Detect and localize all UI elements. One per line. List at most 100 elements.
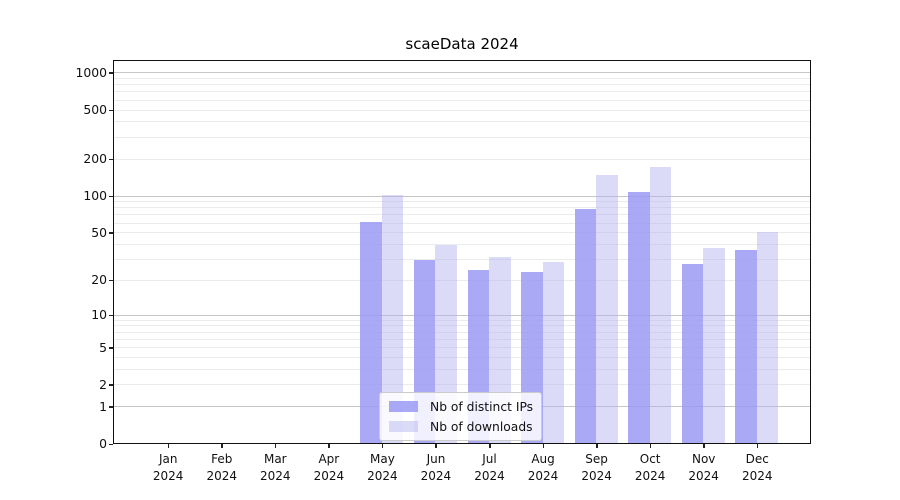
minor-gridline [114,201,810,203]
minor-gridline [114,384,810,386]
minor-gridline [114,325,810,327]
y-tick-mark [108,195,113,198]
legend-label-distinct-ips: Nb of distinct IPs [430,399,534,414]
x-tick-month: Jan [158,452,178,466]
x-tick-year: 2024 [420,468,452,483]
bar-distinct-ips-may [360,222,382,443]
x-tick-year: 2024 [581,468,612,483]
x-tick-year: 2024 [741,468,773,483]
x-tick-mark [649,444,652,448]
minor-gridline [114,338,810,340]
x-tick-mark [167,444,170,448]
y-tick-label: 20 [91,272,107,288]
y-tick-label: 1 [99,398,107,414]
x-tick-mark [489,444,491,448]
x-tick-year: 2024 [527,468,559,483]
y-tick-label: 500 [83,102,107,117]
minor-gridline [114,259,810,260]
y-tick-label: 200 [83,151,107,167]
y-tick-label: 1000 [75,64,107,80]
x-tick-year: 2024 [206,468,238,483]
minor-gridline [114,319,810,321]
x-tick-year: 2024 [367,468,398,483]
minor-gridline [114,84,810,86]
minor-gridline [114,232,810,234]
bar-downloads-aug [542,262,565,443]
x-tick-month: Jul [482,452,497,466]
minor-gridline [114,136,810,138]
minor-gridline [114,214,810,216]
y-tick-mark [108,406,113,408]
bar-downloads-nov [703,247,725,443]
minor-gridline [114,109,810,111]
y-tick-mark [108,158,113,161]
y-tick-mark [108,232,113,234]
y-tick-mark [108,72,113,74]
x-tick-label: Jul 2024 [460,451,520,484]
x-tick-label: Sep 2024 [567,451,627,484]
x-tick-label: Jan 2024 [138,451,198,484]
x-tick-label: Dec 2024 [727,451,787,484]
chart-title: scaeData 2024 [405,35,519,53]
y-tick-label: 50 [91,224,107,240]
y-tick-label: 5 [99,339,107,355]
minor-gridline [114,222,810,224]
x-tick-month: May [369,452,395,466]
x-tick-label: Apr 2024 [299,451,359,484]
minor-gridline [114,99,810,101]
x-tick-label: Nov 2024 [674,451,734,484]
bar-distinct-ips-oct [628,191,650,443]
x-tick-label: Oct 2024 [620,451,680,484]
x-tick-mark [756,444,759,448]
y-tick-mark [108,347,113,349]
minor-gridline [114,158,810,160]
minor-gridline [114,331,810,333]
x-tick-mark [703,444,705,448]
y-tick-mark [108,279,113,282]
x-tick-mark [221,444,223,448]
x-tick-mark [435,444,437,448]
legend: Nb of distinct IPs Nb of downloads [379,392,543,441]
y-tick-label: 100 [83,188,107,204]
x-tick-year: 2024 [688,468,719,483]
plot-area [113,60,811,444]
y-tick-mark [108,384,113,386]
bar-distinct-ips-nov [681,263,704,443]
x-tick-month: Feb [211,452,233,466]
y-tick-label: 2 [99,376,107,392]
bar-downloads-dec [756,231,779,443]
y-tick-mark [108,443,113,445]
x-tick-mark [596,444,598,448]
x-tick-label: Feb 2024 [192,451,252,484]
minor-gridline [114,121,810,123]
major-gridline [114,314,810,316]
x-tick-year: 2024 [152,468,184,483]
minor-gridline [114,357,810,359]
minor-gridline [114,279,810,281]
legend-item-distinct-ips: Nb of distinct IPs [389,398,533,415]
minor-gridline [114,347,810,349]
x-tick-month: Dec [745,452,769,466]
minor-gridline [114,207,810,209]
x-tick-year: 2024 [474,468,505,483]
x-tick-mark [381,444,384,448]
x-tick-mark [542,444,545,448]
x-tick-month: Aug [531,452,555,466]
x-tick-month: Nov [691,452,716,466]
x-tick-year: 2024 [260,468,291,483]
y-tick-mark [108,109,113,111]
x-tick-label: Jun 2024 [406,451,466,484]
bar-downloads-sep [596,174,618,443]
minor-gridline [114,77,810,79]
minor-gridline [114,369,810,371]
x-tick-year: 2024 [634,468,666,483]
x-tick-year: 2024 [313,468,345,483]
x-tick-label: Aug 2024 [513,451,573,484]
legend-swatch-distinct-ips [389,401,418,412]
x-tick-month: Sep [585,452,608,466]
major-gridline [114,72,810,74]
legend-item-downloads: Nb of downloads [389,418,533,435]
minor-gridline [114,91,810,93]
x-tick-label: Mar 2024 [245,451,305,484]
